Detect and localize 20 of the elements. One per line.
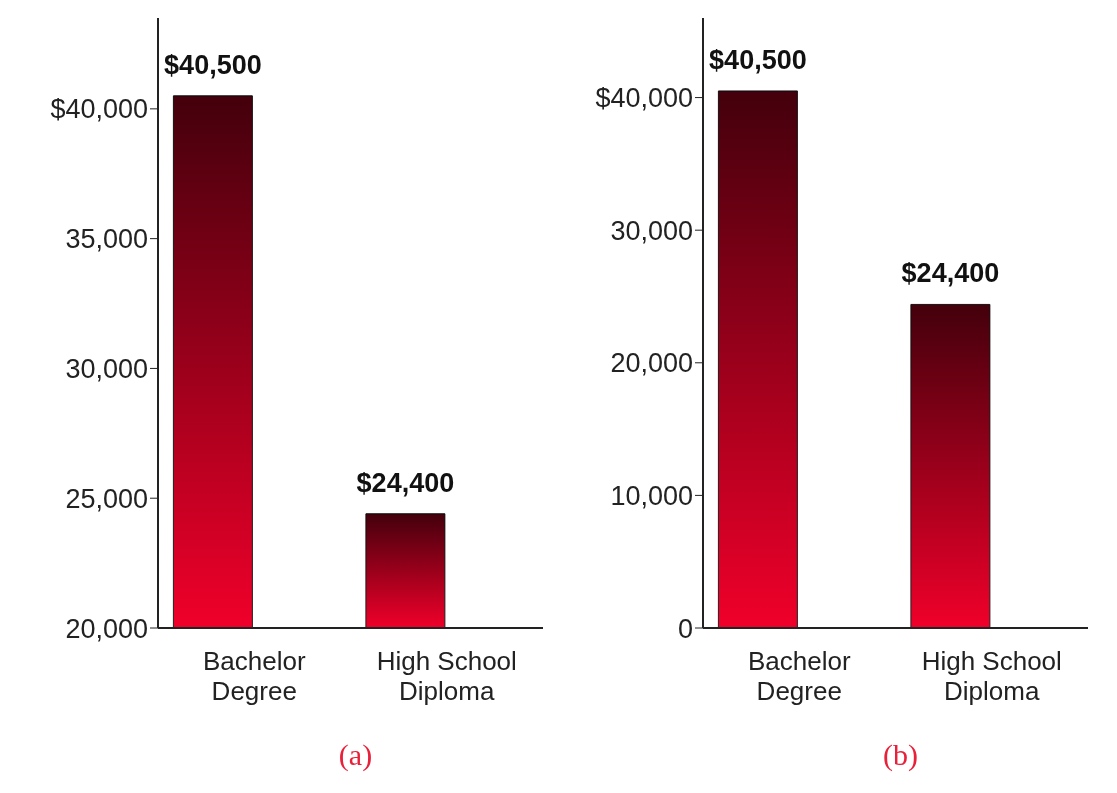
data-label: $40,500 <box>709 44 807 75</box>
y-tick-label: 20,000 <box>65 613 148 644</box>
text: (a) <box>337 738 374 772</box>
y-tick-label: 25,000 <box>65 483 148 514</box>
data-label: $24,400 <box>901 258 1000 289</box>
y-tick-label: 0 <box>677 613 693 644</box>
text: (b) <box>882 738 919 772</box>
y-tick-label: $40,000 <box>50 94 148 125</box>
y-tick-label: $40,000 <box>595 83 693 114</box>
y-tick-label: 35,000 <box>65 224 148 255</box>
y-tick-label: 10,000 <box>610 480 693 511</box>
data-label: $24,400 <box>356 467 455 498</box>
x-tick-label: High School Diploma <box>921 646 1062 706</box>
data-label: $40,500 <box>164 49 262 80</box>
x-tick-label: Bachelor Degree <box>747 646 851 706</box>
y-tick-label: 30,000 <box>65 354 148 385</box>
y-tick-label: 30,000 <box>610 215 693 246</box>
x-tick-label: High School Diploma <box>376 646 517 706</box>
x-tick-label: Bachelor Degree <box>202 646 306 706</box>
y-tick-label: 20,000 <box>610 348 693 379</box>
